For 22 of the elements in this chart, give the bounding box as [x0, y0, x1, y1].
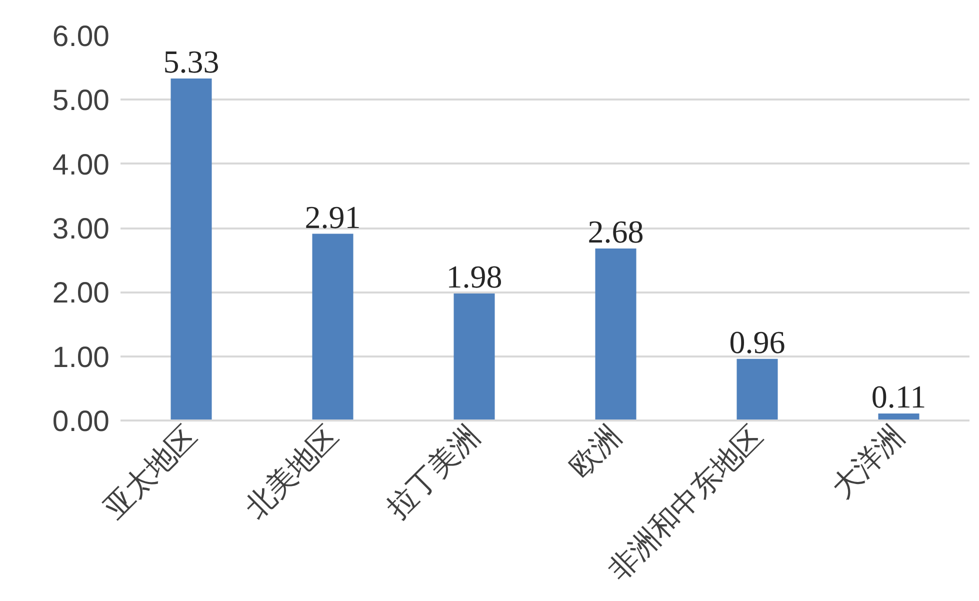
y-tick-label: 6.00 [52, 20, 110, 53]
y-tick-label: 2.00 [52, 276, 110, 310]
data-label: 1.98 [446, 258, 502, 294]
data-label: 5.33 [163, 43, 220, 80]
y-tick-label: 0.00 [52, 405, 110, 438]
y-tick-label: 1.00 [52, 340, 110, 374]
y-tick-label: 4.00 [52, 148, 110, 182]
y-tick-label: 3.00 [52, 212, 110, 246]
data-label: 0.11 [871, 378, 926, 414]
bar [736, 358, 778, 420]
data-label: 0.96 [729, 324, 786, 360]
data-label: 2.68 [588, 214, 644, 250]
bar [312, 234, 354, 420]
bar [454, 293, 495, 420]
x-tick-label: 北美地区 [239, 420, 344, 526]
data-label: 2.91 [304, 198, 361, 235]
bar [170, 78, 212, 420]
bar [595, 248, 636, 420]
x-tick-label: 欧洲 [563, 420, 628, 484]
y-tick-label: 5.00 [52, 84, 110, 118]
x-tick-label: 拉丁美洲 [380, 420, 486, 526]
x-tick-label: 大洋洲 [826, 420, 910, 505]
